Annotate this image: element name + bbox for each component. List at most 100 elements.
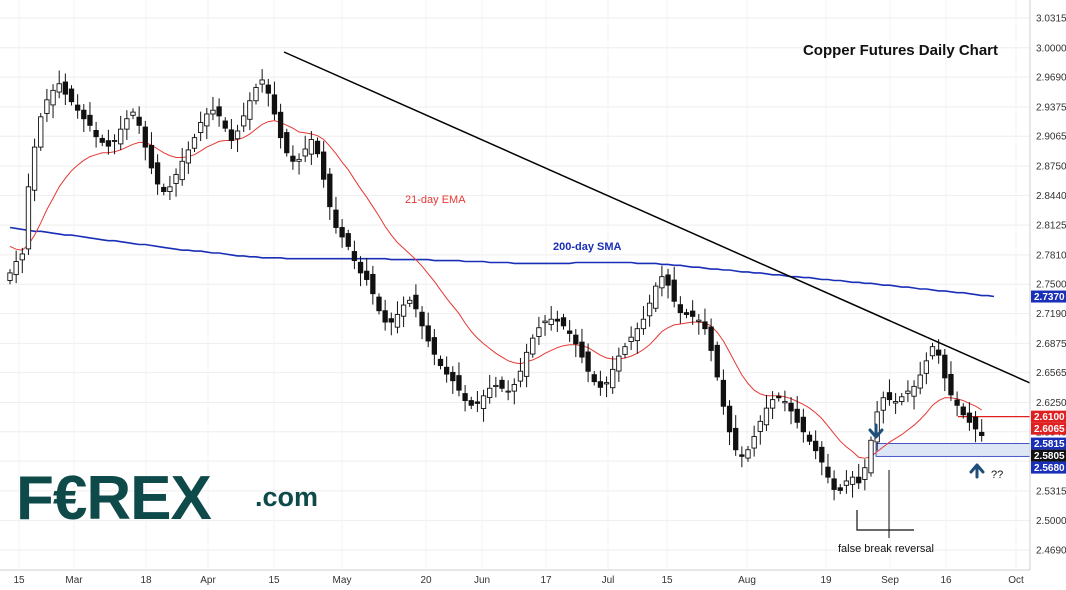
y-tick-label: 2.4690 [1036, 546, 1066, 557]
candle-up [659, 276, 665, 289]
candle-up [880, 397, 886, 411]
candle-down [382, 310, 388, 323]
x-tick-label: 15 [661, 575, 673, 586]
candle-up [111, 140, 118, 142]
y-tick-label: 2.6250 [1036, 398, 1066, 409]
candle-down [284, 132, 290, 154]
price-badge [1031, 410, 1066, 423]
y-tick-label: 3.0315 [1036, 14, 1066, 25]
price-badge [1031, 290, 1066, 303]
candle-up [696, 319, 702, 322]
candle-down [81, 109, 87, 120]
candle-down [560, 317, 567, 327]
candle-up [302, 148, 308, 157]
x-tick-label: 15 [268, 575, 280, 586]
candle-down [579, 341, 585, 358]
candle-up [179, 160, 185, 181]
candle-down [290, 155, 296, 162]
candle-up [487, 387, 493, 398]
candle-up [38, 116, 44, 148]
candle-down [948, 374, 954, 396]
candle-up [646, 302, 653, 317]
candle-down [585, 351, 591, 372]
candle-up [308, 139, 314, 155]
candle-down [271, 94, 278, 115]
candle-down [419, 311, 425, 327]
candle-down [413, 294, 419, 310]
candle-up [407, 299, 413, 304]
candle-up [862, 467, 868, 480]
candle-up [19, 253, 25, 261]
candle-up [849, 476, 856, 485]
candle-up [197, 122, 204, 133]
candle-up [640, 318, 647, 330]
annotations: 21-day EMA 200-day SMA false break reversa… [283, 51, 1031, 555]
candle-down [456, 375, 462, 391]
candle-up [296, 158, 302, 162]
candle-down [74, 104, 81, 111]
logo-suffix: .com [255, 482, 318, 512]
candle-up [241, 115, 247, 127]
x-tick-label: Mar [65, 575, 83, 586]
x-tick-label: Sep [881, 575, 899, 586]
candle-up [124, 118, 130, 130]
x-tick-label: May [333, 575, 352, 586]
x-tick-label: 17 [540, 575, 552, 586]
candle-up [530, 337, 536, 355]
candle-down [351, 251, 358, 262]
candle-down [591, 374, 597, 383]
candle-up [868, 439, 874, 474]
down-arrow-icon [868, 423, 884, 439]
candle-down [450, 371, 456, 382]
candle-down [437, 358, 444, 367]
candle-up [892, 401, 899, 404]
candle-up [247, 100, 253, 120]
candle-down [726, 405, 733, 433]
candle-down [345, 233, 351, 247]
candle-up [44, 99, 50, 114]
candle-up [899, 396, 905, 402]
candle-up [917, 374, 923, 389]
candle-down [62, 81, 69, 95]
candle-up [843, 480, 850, 486]
candle-down [819, 446, 825, 463]
price-badge-label: 2.5680 [1034, 463, 1065, 474]
candle-down [444, 366, 450, 375]
candle-up [929, 346, 936, 357]
candle-up [191, 137, 198, 149]
candle-down [327, 173, 333, 208]
candle-up [745, 449, 751, 459]
candle-down [93, 130, 99, 138]
candle-down [68, 88, 75, 103]
candle-down [277, 111, 284, 139]
candle-up [480, 395, 487, 409]
support-zone-rect [875, 443, 1031, 457]
candle-up [610, 368, 616, 389]
candle-down [856, 476, 862, 484]
x-tick-label: Aug [738, 575, 756, 586]
x-tick-label: Oct [1008, 575, 1024, 586]
candle-down [105, 140, 112, 147]
candle-down [376, 296, 382, 312]
y-tick-label: 2.9690 [1036, 73, 1066, 84]
sma-200-line [9, 226, 995, 298]
price-badge-label: 2.5805 [1034, 451, 1065, 462]
sma-label: 200-day SMA [553, 241, 622, 253]
candle-down [671, 279, 677, 302]
candle-down [554, 318, 561, 322]
x-tick-label: Jul [602, 575, 615, 586]
candle-up [911, 385, 917, 397]
x-tick-label: 19 [820, 575, 832, 586]
x-tick-label: Apr [200, 575, 216, 586]
candle-down [800, 416, 807, 433]
y-tick-label: 2.7190 [1036, 309, 1066, 320]
candle-down [99, 137, 105, 143]
candle-down [216, 106, 222, 117]
candle-down [154, 162, 161, 185]
candle-up [536, 327, 542, 337]
logo-brand: F€REX [16, 464, 211, 533]
candle-up [634, 328, 640, 342]
price-badge-label: 2.7370 [1034, 292, 1065, 303]
candle-up [523, 351, 530, 377]
